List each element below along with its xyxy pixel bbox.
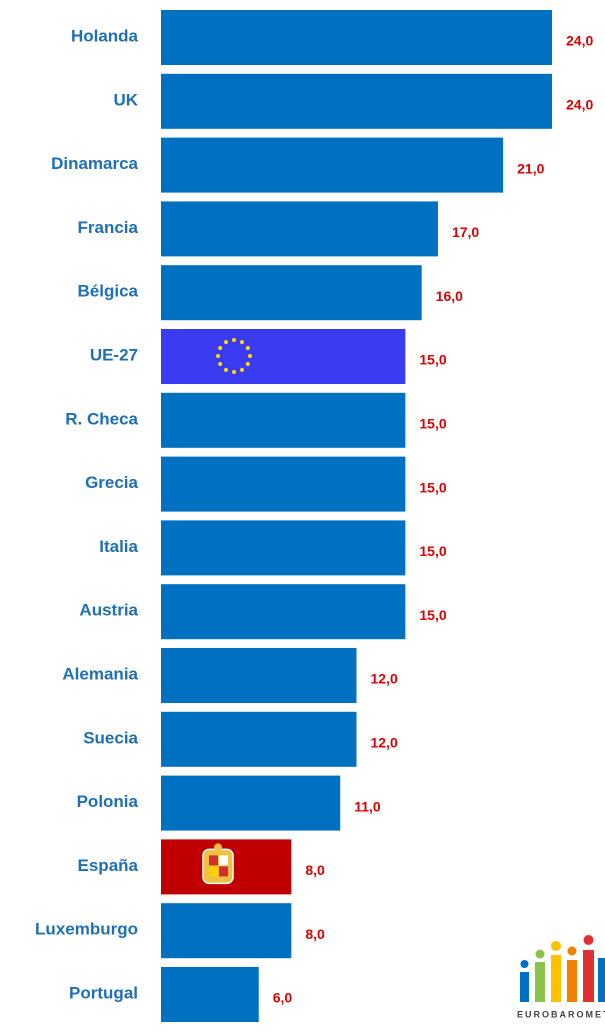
category-label: Portugal (69, 983, 138, 1002)
bar (161, 648, 357, 703)
logo-head (535, 949, 545, 959)
category-label: Francia (78, 218, 139, 237)
star (224, 367, 228, 372)
logo-head (551, 941, 561, 951)
bar (161, 329, 406, 384)
star (245, 346, 250, 350)
bar (161, 456, 406, 512)
value-label: 24,0 (566, 97, 593, 113)
emblem-quarter (209, 866, 218, 877)
category-label: Holanda (71, 26, 139, 45)
star (240, 367, 244, 372)
value-label: 15,0 (419, 352, 446, 368)
bar (161, 967, 259, 1022)
bar (161, 775, 341, 831)
category-label: Austria (79, 601, 138, 620)
value-label: 12,0 (371, 671, 398, 687)
star (240, 340, 244, 345)
logo-pillar (567, 960, 577, 1002)
bar (161, 73, 552, 129)
logo-pillar (598, 958, 605, 1002)
bar (161, 520, 406, 576)
bar (161, 392, 406, 448)
logo-pillar (583, 950, 594, 1002)
logo-head (520, 960, 529, 968)
category-label: Suecia (83, 728, 138, 747)
value-label: 16,0 (436, 288, 463, 304)
category-label: Italia (99, 537, 138, 556)
logo-pillar (535, 962, 545, 1002)
bar (161, 10, 552, 65)
eurobarometer-logo: EUROBAROMET (517, 935, 605, 1019)
value-label: 12,0 (371, 735, 398, 751)
value-label: 6,0 (273, 990, 293, 1006)
bar (161, 903, 292, 959)
star (232, 338, 236, 342)
bar (161, 584, 406, 640)
bar (161, 711, 357, 767)
category-label: UE-27 (90, 345, 138, 364)
logo-pillar (551, 955, 561, 1002)
star (224, 340, 228, 345)
emblem-quarter (219, 855, 228, 866)
category-label: Alemania (62, 664, 138, 683)
logo-text: EUROBAROMET (517, 1009, 605, 1019)
bar (161, 265, 422, 321)
value-label: 15,0 (419, 416, 446, 432)
spain-emblem (202, 843, 234, 885)
value-label: 24,0 (566, 33, 593, 49)
logo-pillar (520, 972, 529, 1002)
category-label: España (78, 856, 139, 875)
value-label: 15,0 (419, 479, 446, 495)
value-label: 21,0 (517, 160, 544, 176)
eu-stars (216, 338, 252, 374)
emblem-quarter (209, 855, 218, 866)
value-label: 15,0 (419, 543, 446, 559)
category-label: Grecia (85, 473, 138, 492)
star (232, 370, 236, 374)
emblem-crown (214, 843, 222, 852)
category-label: Luxemburgo (35, 920, 138, 939)
star (218, 346, 223, 350)
star (218, 362, 223, 366)
value-label: 17,0 (452, 224, 479, 240)
emblem-quarter (219, 866, 228, 877)
category-label: UK (113, 90, 138, 109)
logo-head (583, 935, 594, 945)
logo-head (567, 946, 577, 956)
value-label: 8,0 (305, 926, 325, 942)
star (248, 354, 252, 358)
bar (161, 137, 504, 193)
value-label: 8,0 (305, 862, 325, 878)
category-label: Dinamarca (51, 154, 138, 173)
value-label: 15,0 (419, 607, 446, 623)
value-label: 11,0 (354, 798, 381, 814)
category-label: Bélgica (78, 282, 139, 301)
star (216, 354, 220, 358)
category-label: R. Checa (65, 409, 138, 428)
bar (161, 201, 438, 257)
category-label: Polonia (77, 792, 139, 811)
star (245, 362, 250, 366)
